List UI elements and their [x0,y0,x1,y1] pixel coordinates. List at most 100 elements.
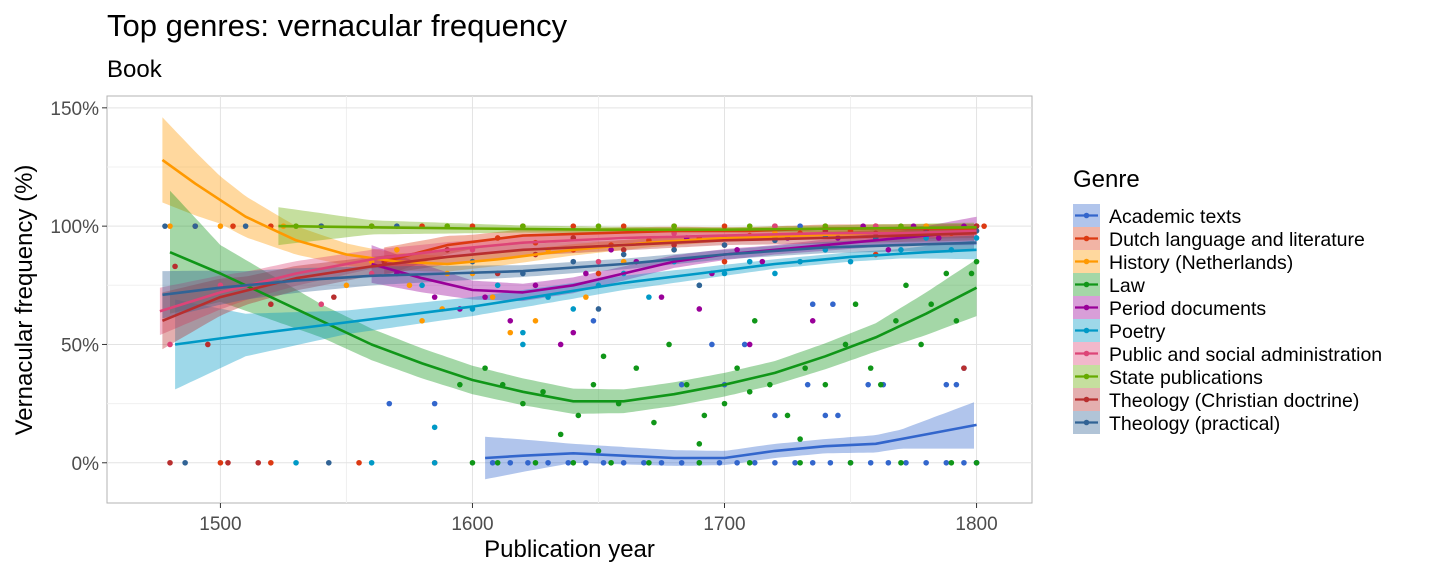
data-point [721,270,728,277]
trend-line [161,158,977,266]
legend-label: Public and social administration [1109,344,1382,366]
data-point [923,459,929,466]
data-point [721,258,728,265]
data-point [520,400,526,407]
data-point [600,353,607,360]
data-point [482,365,488,371]
data-point [842,341,849,348]
data-point [696,306,703,312]
data-point [943,381,950,388]
data-point [419,317,425,324]
data-point [489,294,496,300]
data-point [469,459,476,466]
data-point [646,294,652,300]
data-point [822,412,829,419]
data-point [809,317,816,324]
data-point [804,381,811,388]
x-axis-title: Publication year [484,536,655,563]
data-point [406,282,413,289]
data-point [608,459,614,466]
data-point [772,412,778,419]
data-point [721,242,728,248]
data-point [356,459,362,466]
data-point [797,436,803,442]
trend-lines [159,158,978,460]
data-point [595,258,602,265]
data-point [368,459,375,466]
data-point [877,381,884,388]
data-point [590,381,597,388]
data-point [192,223,199,229]
data-point [943,270,950,277]
data-point [973,258,980,265]
data-point [903,282,909,289]
data-point [918,341,924,348]
data-point [182,459,188,466]
data-point [325,459,332,466]
data-point [620,459,627,466]
data-point [557,341,564,348]
data-point [570,329,577,336]
data-point [658,294,665,300]
y-tick-label: 0% [72,454,100,475]
data-point [784,412,791,419]
data-point [678,459,685,466]
trend-line [174,248,977,346]
data-point [230,223,236,229]
data-point [268,301,274,308]
data-point [225,459,231,466]
data-point [943,459,950,466]
data-point [847,258,854,265]
data-point [928,301,934,308]
data-point [734,365,740,371]
trend-line [162,241,977,297]
data-point [651,419,657,426]
data-point [865,381,871,388]
data-point [968,270,975,277]
confidence-band [162,117,974,272]
data-point [608,247,614,253]
data-point [633,365,640,371]
data-point [935,235,942,241]
data-point [759,258,766,265]
data-point [242,223,249,229]
data-point [867,365,874,371]
data-point [557,431,564,438]
data-point [953,317,960,324]
data-point [981,223,987,229]
confidence-band [162,235,974,319]
data-point [318,301,325,308]
data-point [696,441,703,447]
data-point [595,270,602,277]
data-point [167,341,173,348]
data-point [746,459,753,466]
confidence-band [278,207,974,246]
data-point [683,381,690,388]
data-point [620,247,627,253]
legend-label: Law [1109,275,1146,297]
data-point [721,223,728,229]
x-tick-label: 1800 [955,514,997,535]
data-point [751,317,758,324]
data-point [646,459,652,466]
data-point [741,341,748,348]
data-point [721,400,728,407]
data-point [885,247,892,253]
data-point [772,459,778,466]
data-point [520,329,526,336]
data-point [431,400,438,407]
data-point [583,270,589,277]
data-point [431,424,438,431]
data-point [507,317,514,324]
data-point [172,263,178,270]
data-point [961,459,967,466]
data-point [903,459,909,466]
legend-key-point [1083,235,1090,242]
data-point [709,341,715,348]
trend-line [159,229,977,313]
plot-area [106,95,1033,504]
data-point [570,306,577,312]
data-point [507,329,514,336]
data-point [822,381,829,388]
